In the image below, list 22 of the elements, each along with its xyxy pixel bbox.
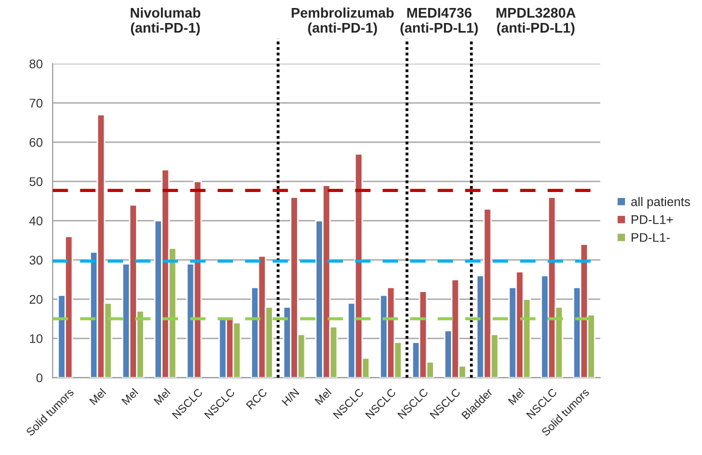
text: Nivolumab (anti-PD-1) bbox=[130, 8, 200, 36]
text: MEDI4736 (anti-PD-L1) bbox=[400, 8, 478, 36]
y-tick-label: 70 bbox=[30, 98, 42, 108]
x-tick-label: Mel bbox=[508, 388, 525, 406]
legend-label: PD-L1+ bbox=[632, 215, 673, 224]
text: Pembrolizumab (anti-PD-1) bbox=[292, 8, 394, 36]
y-tick-label: 80 bbox=[30, 60, 42, 68]
y-tick-label: 10 bbox=[30, 334, 42, 344]
x-tick-label: H/N bbox=[281, 388, 300, 406]
x-tick-label: Mel bbox=[314, 388, 332, 406]
y-tick-label: 0 bbox=[36, 373, 42, 382]
legend-label: PD-L1- bbox=[632, 233, 670, 242]
legend-label: all patients bbox=[631, 196, 690, 209]
text: MPDL3280A (anti-PD-L1) bbox=[496, 8, 576, 36]
x-tick-label: Mel bbox=[88, 388, 106, 406]
y-tick-label: 20 bbox=[30, 294, 42, 304]
x-tick-label: Mel bbox=[121, 388, 138, 406]
y-tick-label: 40 bbox=[29, 216, 42, 226]
y-tick-label: 30 bbox=[30, 256, 42, 265]
y-tick-label: 50 bbox=[30, 177, 42, 186]
y-tick-label: 60 bbox=[30, 138, 42, 147]
x-tick-label: Mel bbox=[153, 388, 171, 406]
